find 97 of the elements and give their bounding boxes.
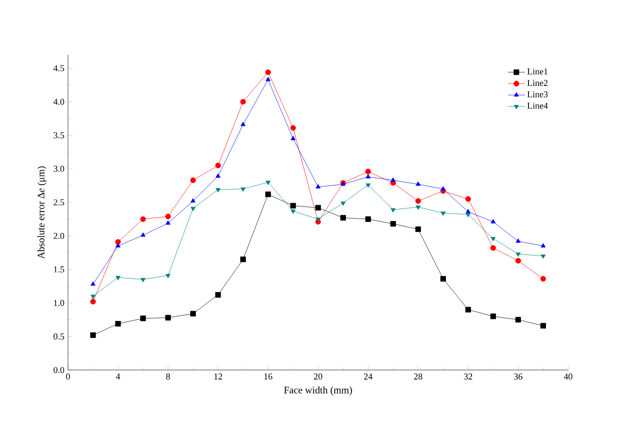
point bbox=[466, 208, 471, 214]
point bbox=[490, 219, 496, 224]
x-tick-label: 36 bbox=[514, 374, 522, 380]
point bbox=[190, 177, 196, 184]
point bbox=[116, 276, 120, 280]
x-tick-label: 28 bbox=[414, 374, 422, 380]
point bbox=[515, 258, 521, 264]
point bbox=[540, 254, 546, 259]
point bbox=[416, 206, 421, 210]
point bbox=[290, 202, 296, 208]
point bbox=[265, 69, 271, 76]
point bbox=[266, 180, 271, 186]
point bbox=[166, 274, 170, 278]
point bbox=[315, 204, 321, 211]
point bbox=[216, 188, 220, 192]
point bbox=[290, 136, 296, 140]
point bbox=[440, 212, 446, 216]
point bbox=[340, 214, 346, 221]
point bbox=[190, 206, 196, 212]
point bbox=[165, 214, 171, 220]
y-axis-title: Absolute error ∆e (μm) bbox=[37, 166, 46, 259]
point bbox=[390, 177, 396, 182]
x-tick-label: 40 bbox=[564, 374, 572, 380]
point bbox=[140, 216, 146, 222]
point bbox=[215, 292, 221, 298]
point bbox=[540, 276, 546, 282]
point bbox=[465, 306, 471, 312]
point bbox=[515, 316, 521, 322]
point bbox=[240, 122, 246, 126]
x-axis-title: Face width (mm) bbox=[284, 386, 352, 396]
legend-label: Line1 bbox=[527, 68, 548, 74]
point bbox=[490, 245, 496, 251]
point bbox=[140, 232, 146, 237]
point bbox=[390, 208, 396, 213]
y-tick-label: 2.5 bbox=[54, 199, 64, 206]
x-tick-label: 16 bbox=[264, 374, 272, 380]
point bbox=[490, 237, 496, 242]
point bbox=[365, 216, 371, 222]
point bbox=[115, 320, 121, 327]
x-tick-label: 4 bbox=[116, 374, 120, 380]
x-tick-label: 0 bbox=[66, 374, 70, 380]
y-tick-label: 4.0 bbox=[53, 98, 64, 105]
point bbox=[116, 243, 120, 248]
point bbox=[390, 221, 396, 227]
point bbox=[290, 125, 296, 131]
point bbox=[316, 184, 321, 188]
point bbox=[240, 98, 246, 105]
point bbox=[540, 243, 546, 248]
point bbox=[516, 238, 521, 243]
point bbox=[166, 220, 170, 225]
point bbox=[90, 294, 96, 300]
point bbox=[215, 162, 221, 168]
point bbox=[466, 212, 471, 218]
point bbox=[265, 192, 271, 198]
point bbox=[415, 226, 421, 232]
point bbox=[365, 168, 371, 174]
point bbox=[366, 174, 371, 178]
point bbox=[90, 332, 96, 338]
point bbox=[190, 310, 196, 316]
legend-label: Line3 bbox=[527, 91, 548, 98]
y-tick-label: 1.5 bbox=[54, 266, 64, 272]
point bbox=[266, 76, 271, 82]
y-tick-label: 3.0 bbox=[54, 166, 64, 172]
legend-label: Line2 bbox=[527, 80, 548, 86]
y-tick-label: 4.5 bbox=[53, 65, 64, 72]
x-tick-label: 24 bbox=[364, 374, 372, 380]
x-tick-label: 32 bbox=[464, 374, 472, 380]
x-tick-label: 12 bbox=[214, 374, 222, 380]
y-tick-label: 2.0 bbox=[54, 232, 64, 239]
legend-label: Line4 bbox=[527, 102, 548, 109]
point bbox=[90, 281, 96, 286]
y-tick-label: 3.5 bbox=[54, 132, 64, 138]
x-tick-label: 20 bbox=[314, 374, 322, 380]
point bbox=[440, 186, 446, 190]
point bbox=[540, 322, 546, 329]
point bbox=[240, 187, 246, 192]
y-tick-label: 0.0 bbox=[54, 366, 64, 374]
point bbox=[490, 314, 496, 320]
point bbox=[440, 276, 446, 282]
point bbox=[190, 198, 196, 203]
point bbox=[516, 252, 521, 257]
point bbox=[140, 316, 146, 322]
point bbox=[240, 256, 246, 262]
x-tick-label: 8 bbox=[166, 374, 170, 380]
y-tick-label: 1.0 bbox=[54, 300, 64, 306]
point bbox=[165, 314, 171, 320]
point bbox=[316, 218, 321, 222]
point bbox=[340, 202, 346, 206]
y-tick-label: 0.5 bbox=[54, 333, 64, 340]
point bbox=[140, 278, 146, 282]
point bbox=[366, 183, 371, 188]
point bbox=[290, 210, 296, 214]
point bbox=[216, 173, 220, 178]
point bbox=[90, 298, 96, 304]
point bbox=[415, 198, 421, 204]
point bbox=[465, 196, 471, 202]
point bbox=[416, 181, 421, 186]
